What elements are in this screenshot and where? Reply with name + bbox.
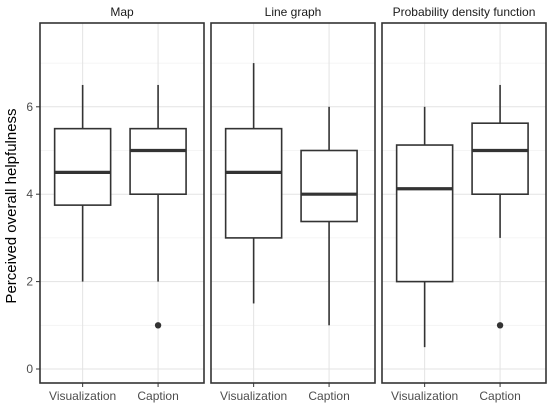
- y-tick-label: 0: [26, 362, 33, 376]
- facet-panels: 0 2 4 6 Map Visualization Caption Line graph Vis…: [26, 2, 547, 403]
- facet-panel: Line graph Visualization Caption: [210, 2, 376, 403]
- box-visualization: [53, 84, 112, 282]
- iqr-box: [471, 122, 529, 195]
- panel-border: [381, 22, 547, 384]
- x-tick-label: Caption: [308, 389, 349, 403]
- strip-background: [211, 2, 375, 22]
- iqr-box: [53, 127, 112, 206]
- iqr-box: [224, 127, 283, 239]
- iqr-box: [395, 144, 454, 283]
- box-caption: [471, 84, 529, 329]
- outlier-point: [154, 322, 162, 329]
- x-tick-label: Caption: [137, 389, 178, 403]
- panel-title: Map: [110, 5, 134, 19]
- y-axis-title: Perceived overall helpfulness: [3, 108, 20, 303]
- iqr-box: [129, 127, 187, 195]
- facet-panel: Probability density function Visualizatio…: [381, 2, 547, 403]
- x-tick-label: Visualization: [49, 389, 116, 403]
- panel-border: [39, 22, 205, 384]
- panel-title: Probability density function: [393, 5, 536, 19]
- box-caption: [300, 106, 358, 326]
- x-tick-label: Visualization: [220, 389, 287, 403]
- x-tick-label: Caption: [479, 389, 520, 403]
- panel-border: [210, 22, 376, 384]
- y-tick-label: 4: [26, 187, 33, 201]
- iqr-box: [300, 149, 358, 223]
- y-tick-label: 2: [26, 275, 33, 289]
- panel-title: Line graph: [265, 5, 322, 19]
- outlier-point: [496, 322, 504, 329]
- x-tick-label: Visualization: [391, 389, 458, 403]
- box-visualization: [224, 63, 283, 304]
- strip-background: [40, 2, 204, 22]
- box-visualization: [395, 106, 454, 348]
- strip-background: [382, 2, 546, 22]
- box-caption: [129, 84, 187, 329]
- facet-panel: Map Visualization Caption: [39, 2, 205, 403]
- y-tick-label: 6: [26, 100, 33, 114]
